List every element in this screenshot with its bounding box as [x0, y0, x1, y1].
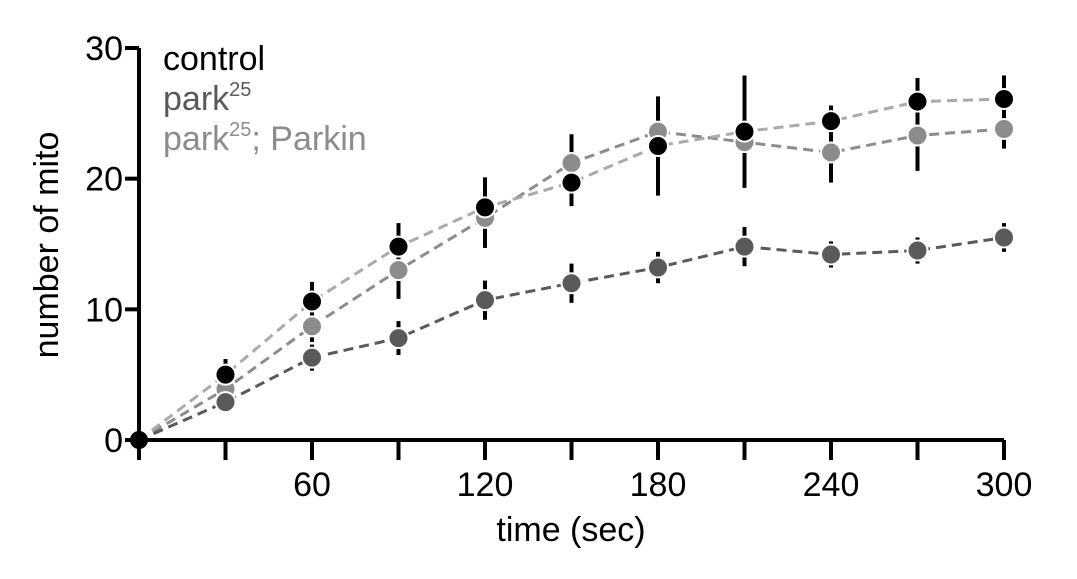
x-tick-label-0: 60	[293, 466, 331, 504]
data-point-0-2	[301, 315, 323, 338]
data-point-2-1	[214, 363, 237, 386]
x-axis-title: time (sec)	[496, 511, 645, 549]
data-point-0-10	[993, 118, 1015, 141]
data-point-1-8	[820, 243, 842, 266]
data-point-1-10	[993, 226, 1015, 249]
data-point-2-4	[474, 196, 496, 219]
series-line-1	[138, 236, 1005, 442]
data-point-0-8	[820, 141, 842, 164]
x-tick-label-4: 300	[976, 466, 1033, 504]
data-point-2-2	[301, 290, 323, 313]
data-point-1-3	[387, 327, 410, 350]
data-point-1-7	[733, 235, 756, 258]
data-point-2-10	[993, 87, 1015, 110]
data-point-2-6	[647, 135, 669, 157]
data-point-2-7	[733, 120, 756, 143]
series-line-2	[138, 97, 1005, 442]
x-tick-label-2: 180	[630, 466, 687, 504]
data-point-2-9	[906, 90, 929, 113]
legend-entry-2: park25; Parkin	[163, 119, 367, 158]
data-point-2-8	[820, 110, 842, 133]
data-point-1-2	[301, 346, 323, 369]
legend-entry-0: control	[163, 40, 265, 78]
data-point-1-1	[214, 391, 237, 414]
data-point-1-5	[560, 272, 583, 295]
y-tick-label-0: 0	[104, 422, 123, 460]
y-tick-label-2: 20	[85, 161, 123, 199]
data-point-0-3	[387, 259, 410, 282]
x-tick-label-1: 120	[457, 466, 514, 504]
axes	[137, 48, 1004, 442]
y-tick-label-3: 30	[85, 30, 123, 68]
data-point-0-9	[906, 124, 929, 147]
data-point-2-3	[387, 235, 410, 258]
data-point-1-6	[647, 256, 669, 279]
y-tick-label-1: 10	[85, 291, 123, 329]
data-point-1-4	[474, 289, 496, 312]
x-tick-label-3: 240	[803, 466, 860, 504]
data-point-1-9	[906, 239, 929, 262]
y-axis-title: number of mito	[28, 132, 66, 359]
data-point-0-5	[560, 151, 583, 174]
legend-entry-1: park25	[163, 79, 251, 118]
data-points	[128, 87, 1015, 451]
axis-ticks: 60 120 180 240 300 0 10 20 30	[85, 30, 1032, 504]
data-point-2-5	[560, 171, 583, 194]
